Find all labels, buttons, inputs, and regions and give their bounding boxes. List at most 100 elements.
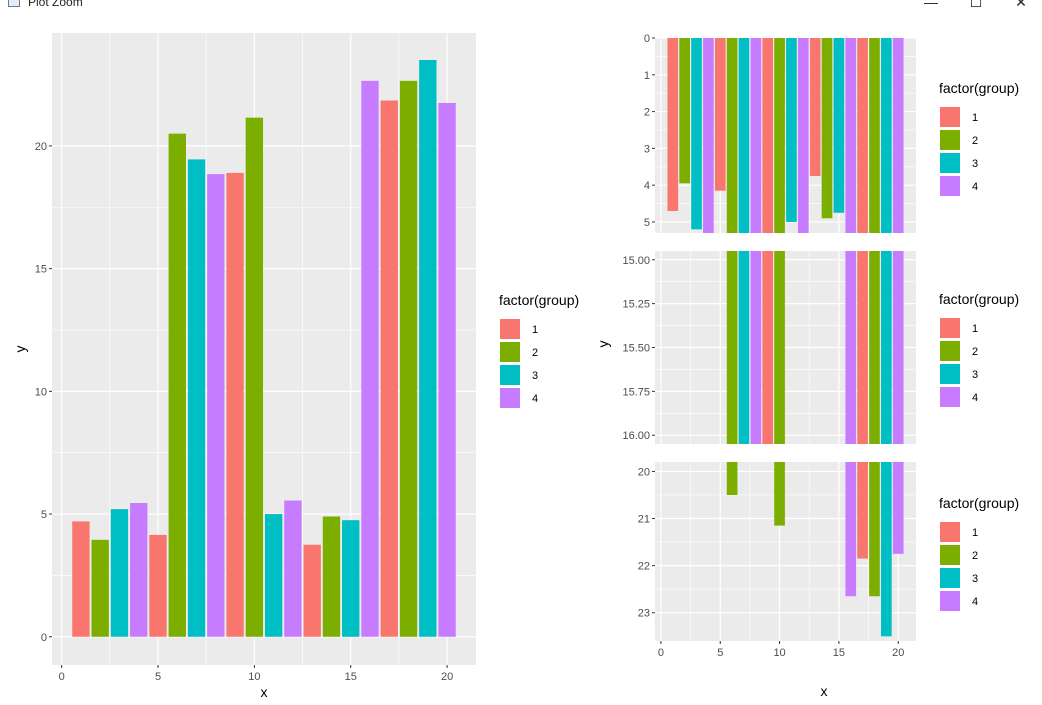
bar: [857, 462, 868, 559]
x-tick-label: 0: [658, 647, 664, 659]
bar: [809, 38, 821, 176]
bar: [691, 38, 702, 230]
legend-key: [940, 176, 960, 196]
bar: [845, 462, 857, 597]
bar: [438, 102, 456, 637]
x-tick-label: 0: [59, 671, 65, 683]
legend-title: factor(group): [939, 80, 1019, 96]
y-tick-label: 15.75: [622, 386, 650, 398]
bar: [187, 159, 206, 637]
minimize-icon: —: [924, 0, 938, 10]
bar: [845, 251, 857, 444]
legend-main: factor(group) 1 2 3 4: [499, 292, 579, 408]
legend-label: 3: [972, 158, 978, 170]
bar: [361, 80, 379, 637]
y-tick-label: 10: [35, 386, 47, 398]
legend-title: factor(group): [499, 292, 579, 308]
y-tick-label: 0: [644, 33, 650, 45]
x-tick-label: 20: [441, 671, 453, 683]
bar: [762, 251, 774, 444]
legend-key: [940, 591, 960, 611]
bar: [869, 251, 880, 444]
legend-label: 1: [972, 112, 978, 124]
legend-key: [940, 568, 960, 588]
bar: [380, 100, 398, 637]
bar: [774, 251, 785, 444]
y-tick-label: 1: [644, 70, 650, 82]
legend-label: 4: [532, 393, 538, 405]
legend-key: [940, 130, 960, 150]
legend-label: 1: [972, 527, 978, 539]
legend-label: 2: [972, 550, 978, 562]
legend-label: 3: [972, 573, 978, 585]
legend-title: factor(group): [939, 291, 1019, 307]
bar: [869, 462, 880, 597]
bar: [762, 38, 774, 233]
y-tick-label: 20: [638, 466, 650, 478]
bar: [264, 514, 283, 637]
bars: [72, 59, 456, 637]
legend-label: 3: [532, 370, 538, 382]
bar: [726, 462, 738, 495]
bar: [726, 38, 738, 233]
legend-label: 4: [972, 392, 978, 404]
y-tick-label: 4: [644, 180, 650, 192]
x-axis-title: x: [261, 684, 268, 700]
bar: [91, 539, 109, 637]
window-title: Plot Zoom: [28, 0, 83, 9]
bars: [726, 251, 904, 444]
app-icon: [8, 0, 20, 7]
legend-facet-middle: factor(group) 1 2 3 4: [939, 291, 1019, 407]
legend-key: [940, 318, 960, 338]
y-tick-label: 16.00: [622, 430, 650, 442]
legend-key: [500, 342, 520, 362]
bar: [881, 251, 892, 444]
close-button[interactable]: ✕: [1008, 0, 1034, 12]
x-tick-label: 5: [717, 647, 723, 659]
bar: [168, 133, 186, 637]
minimize-button[interactable]: —: [918, 0, 944, 12]
y-tick-label: 23: [638, 608, 650, 620]
bar: [245, 117, 264, 637]
bar: [667, 38, 679, 211]
bar: [845, 38, 857, 233]
bar: [892, 38, 904, 233]
legend-key: [940, 341, 960, 361]
bar: [774, 462, 785, 526]
legend-key: [940, 107, 960, 127]
legend-key: [940, 545, 960, 565]
bar: [419, 59, 437, 637]
bar: [786, 38, 797, 222]
y-tick-label: 15: [35, 264, 47, 276]
legend-label: 4: [972, 596, 978, 608]
legend-facet-bottom: factor(group) 1 2 3 4: [939, 495, 1019, 611]
bars: [726, 462, 904, 637]
y-tick-label: 2: [644, 107, 650, 119]
legend-label: 2: [532, 347, 538, 359]
bar: [130, 503, 148, 637]
y-axis-title: y: [12, 346, 28, 353]
bar: [750, 251, 762, 444]
bar: [226, 172, 244, 637]
bar: [714, 38, 726, 191]
bar: [149, 534, 167, 637]
maximize-button[interactable]: ☐: [963, 0, 989, 12]
y-tick-label: 21: [638, 514, 650, 526]
y-tick-label: 20: [35, 141, 47, 153]
window-titlebar: Plot Zoom — ☐ ✕: [0, 0, 1042, 12]
facet-middle-panel: 15.00 15.25 15.50 15.75 16.00: [622, 251, 916, 444]
bar: [833, 38, 845, 213]
bar: [821, 38, 833, 219]
x-tick-label: 10: [248, 671, 260, 683]
facet-y-axis-title: y: [595, 341, 611, 348]
y-tick-label: 15.00: [622, 255, 650, 267]
bar: [207, 174, 225, 637]
legend-key: [940, 153, 960, 173]
bar: [703, 38, 714, 233]
bar: [892, 462, 904, 554]
bar: [303, 544, 321, 637]
legend-key: [500, 319, 520, 339]
y-tick-label: 3: [644, 143, 650, 155]
facet-bottom-panel: 20 21 22 23 0 5 10 15 20: [638, 462, 916, 659]
